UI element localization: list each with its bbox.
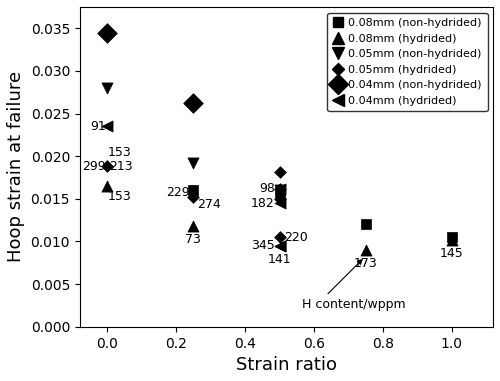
Point [276, 187, 283, 194]
Text: 182: 182 [251, 197, 274, 210]
Point [276, 168, 283, 174]
Point [276, 200, 283, 206]
Point [362, 221, 370, 227]
Point [276, 234, 283, 240]
Point [276, 243, 283, 249]
Legend: 0.08mm (non-hydrided), 0.08mm (hydrided), 0.05mm (non-hydrided), 0.05mm (hydride: 0.08mm (non-hydrided), 0.08mm (hydrided)… [328, 13, 488, 111]
Point [190, 194, 198, 200]
Text: 91: 91 [90, 120, 106, 133]
Text: 141: 141 [268, 253, 291, 266]
Point [104, 29, 112, 35]
Text: 73: 73 [186, 233, 202, 246]
Point [276, 189, 283, 195]
Point [448, 237, 456, 243]
Text: 299: 299 [82, 160, 106, 173]
Point [190, 187, 198, 194]
Point [104, 123, 112, 130]
Point [448, 234, 456, 240]
Point [276, 243, 283, 249]
Text: 145: 145 [440, 247, 464, 261]
Text: 213: 213 [109, 160, 132, 173]
Point [276, 196, 283, 202]
Point [276, 186, 283, 192]
Point [190, 100, 198, 106]
Point [362, 247, 370, 253]
Text: 153: 153 [108, 190, 132, 203]
Text: 153: 153 [108, 146, 132, 159]
Text: 173: 173 [354, 257, 378, 270]
Point [190, 160, 198, 166]
Text: H content/wppm: H content/wppm [302, 298, 406, 311]
Text: 220: 220 [284, 231, 308, 244]
Text: 98: 98 [259, 182, 274, 195]
Text: 229: 229 [166, 186, 190, 199]
X-axis label: Strain ratio: Strain ratio [236, 356, 337, 374]
Text: 345: 345 [251, 239, 274, 252]
Point [104, 163, 112, 170]
Point [190, 223, 198, 229]
Point [104, 85, 112, 91]
Point [276, 186, 283, 192]
Y-axis label: Hoop strain at failure: Hoop strain at failure [7, 71, 25, 263]
Text: 274: 274 [198, 199, 222, 211]
Point [104, 183, 112, 189]
